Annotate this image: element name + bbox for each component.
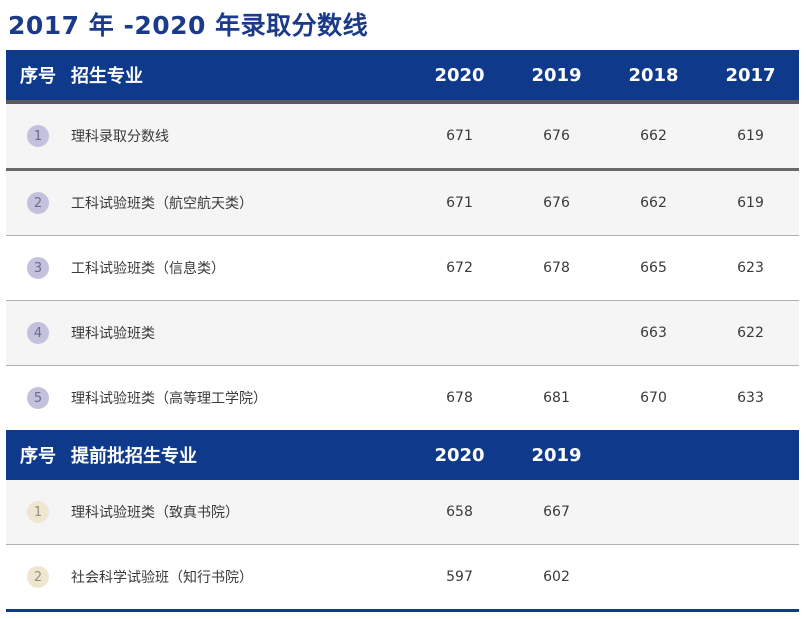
score-2018: 663 — [640, 325, 667, 341]
score-2017: 619 — [737, 128, 764, 144]
header-index: 序号 — [20, 66, 56, 87]
header-year-2019: 2019 — [531, 64, 582, 86]
page-title: 2017 年 -2020 年录取分数线 — [8, 11, 369, 40]
table-row: 5 理科试验班类（高等理工学院） 678 681 670 633 — [6, 365, 799, 430]
header-year-2020: 2020 — [434, 444, 485, 466]
table-row: 3 工科试验班类（信息类） 672 678 665 623 — [6, 235, 799, 300]
row-major: 理科试验班类（致真书院） — [71, 505, 239, 521]
table-bottom-rule — [6, 609, 799, 612]
header-year-2017: 2017 — [725, 64, 776, 86]
score-2018: 665 — [640, 260, 667, 276]
row-index-badge: 3 — [27, 257, 49, 279]
header-index: 序号 — [20, 446, 56, 467]
score-2020: 672 — [446, 260, 473, 276]
score-2019: 681 — [543, 390, 570, 406]
header-year-2019: 2019 — [531, 444, 582, 466]
row-index-badge: 1 — [27, 125, 49, 147]
score-2020: 597 — [446, 569, 473, 585]
score-2020: 671 — [446, 195, 473, 211]
score-2018: 662 — [640, 128, 667, 144]
header-year-2018: 2018 — [628, 64, 679, 86]
table-row: 2 社会科学试验班（知行书院） 597 602 — [6, 544, 799, 609]
row-index-badge: 1 — [27, 501, 49, 523]
header-year-2020: 2020 — [434, 64, 485, 86]
score-2019: 602 — [543, 569, 570, 585]
score-2019: 667 — [543, 504, 570, 520]
score-2019: 678 — [543, 260, 570, 276]
score-2019: 676 — [543, 128, 570, 144]
score-2020: 678 — [446, 390, 473, 406]
header-early-major: 提前批招生专业 — [71, 446, 197, 467]
row-major: 工科试验班类（信息类） — [71, 261, 225, 277]
header-major: 招生专业 — [71, 66, 143, 87]
row-index-badge: 5 — [27, 387, 49, 409]
row-major: 理科试验班类 — [71, 326, 155, 342]
row-major: 理科录取分数线 — [71, 129, 169, 145]
table-row: 1 理科试验班类（致真书院） 658 667 — [6, 480, 799, 544]
table-row: 2 工科试验班类（航空航天类） 671 676 662 619 — [6, 168, 799, 235]
score-2017: 622 — [737, 325, 764, 341]
score-2018: 670 — [640, 390, 667, 406]
section1-header: 序号 招生专业 2020 2019 2018 2017 — [6, 50, 799, 104]
row-index-badge: 2 — [27, 566, 49, 588]
admission-score-table: 序号 招生专业 2020 2019 2018 2017 1 理科录取分数线 67… — [6, 50, 799, 612]
score-2017: 623 — [737, 260, 764, 276]
score-2017: 619 — [737, 195, 764, 211]
score-2017: 633 — [737, 390, 764, 406]
row-major: 理科试验班类（高等理工学院） — [71, 391, 267, 407]
table-row: 1 理科录取分数线 671 676 662 619 — [6, 104, 799, 168]
section2-header: 序号 提前批招生专业 2020 2019 — [6, 430, 799, 480]
score-2019: 676 — [543, 195, 570, 211]
row-major: 社会科学试验班（知行书院） — [71, 570, 253, 586]
score-2018: 662 — [640, 195, 667, 211]
table-row: 4 理科试验班类 663 622 — [6, 300, 799, 365]
score-2020: 671 — [446, 128, 473, 144]
score-2020: 658 — [446, 504, 473, 520]
row-index-badge: 4 — [27, 322, 49, 344]
row-major: 工科试验班类（航空航天类） — [71, 196, 253, 212]
row-index-badge: 2 — [27, 192, 49, 214]
